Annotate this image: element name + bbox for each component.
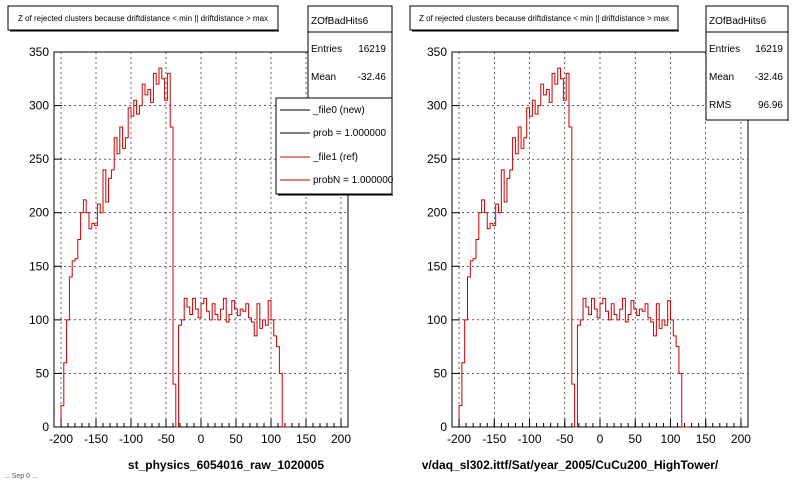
right-title-box <box>409 5 679 31</box>
x-tick-label: -100 <box>119 432 143 446</box>
left-stats-box <box>307 5 393 101</box>
y-tick-label: 200 <box>29 206 49 220</box>
legend-box <box>275 97 393 195</box>
y-tick-label: 50 <box>434 366 448 380</box>
right-stats-value: 96.96 <box>758 100 783 111</box>
left-title: Z of rejected clusters because driftdist… <box>18 14 268 23</box>
y-tick-label: 350 <box>29 45 49 59</box>
y-tick-label: 50 <box>36 366 50 380</box>
right-pad: 0 50 100 150 200 250 300 350 -200 -150 -100 -50 0 50… <box>409 5 789 472</box>
right-histogram-line <box>458 67 691 428</box>
x-tick-label: 100 <box>660 432 680 446</box>
x-tick-label: -200 <box>447 432 471 446</box>
x-tick-label: -150 <box>482 432 506 446</box>
y-tick-label: 250 <box>427 152 447 166</box>
x-tick-label: -100 <box>518 432 542 446</box>
left-stats-name: ZOfBadHits6 <box>311 16 369 27</box>
right-stats-value: -32.46 <box>755 72 784 83</box>
left-title-box <box>7 5 279 31</box>
legend-label: prob = 1.000000 <box>313 128 387 139</box>
right-stats-box <box>705 5 789 121</box>
right-stats-value: 16219 <box>755 44 783 55</box>
right-y-ticks: 0 50 100 150 200 250 300 350 <box>427 45 460 434</box>
x-tick-label: 200 <box>331 432 351 446</box>
left-stats-label: Entries <box>311 44 342 55</box>
right-gridlines <box>452 52 748 427</box>
left-x-ticks: -200 -150 -100 -50 0 50 100 150 200 <box>49 419 351 446</box>
left-y-ticks: 0 50 100 150 200 250 300 350 <box>29 45 62 434</box>
y-tick-label: 200 <box>427 206 447 220</box>
x-tick-label: 150 <box>696 432 716 446</box>
left-stats-label: Mean <box>311 72 336 83</box>
right-stats-label: RMS <box>709 100 732 111</box>
x-tick-label: -150 <box>84 432 108 446</box>
y-tick-label: 0 <box>42 420 49 434</box>
left-histogram-line <box>60 67 291 428</box>
legend-label: _file1 (ref) <box>312 152 358 163</box>
y-tick-label: 150 <box>427 259 447 273</box>
right-stats-label: Entries <box>709 44 740 55</box>
left-pad: 0 50 100 150 200 250 300 350 -200 -150 -100 -50 0 50… <box>7 5 394 472</box>
y-tick-label: 350 <box>427 45 447 59</box>
y-tick-label: 250 <box>29 152 49 166</box>
x-tick-label: 200 <box>731 432 751 446</box>
left-stats-value: 16219 <box>358 44 386 55</box>
right-x-axis-label: v/daq_sl302.ittf/Sat/year_2005/CuCu200_H… <box>422 458 719 472</box>
x-tick-label: -50 <box>556 432 574 446</box>
legend-label: _file0 (new) <box>312 105 365 116</box>
x-tick-label: 0 <box>198 432 205 446</box>
left-stats-value: -32.46 <box>358 72 387 83</box>
right-stats-name: ZOfBadHits6 <box>709 16 767 27</box>
y-tick-label: 0 <box>440 420 447 434</box>
y-tick-label: 300 <box>427 99 447 113</box>
right-x-ticks: -200 -150 -100 -50 0 50 100 150 200 <box>447 419 751 446</box>
x-tick-label: 50 <box>629 432 643 446</box>
x-tick-label: 50 <box>229 432 243 446</box>
footer-date: ... Sep 0 ... <box>4 473 38 480</box>
y-tick-label: 300 <box>29 99 49 113</box>
x-tick-label: -200 <box>49 432 73 446</box>
x-tick-label: 0 <box>597 432 604 446</box>
x-tick-label: 100 <box>261 432 281 446</box>
y-tick-label: 150 <box>29 259 49 273</box>
x-tick-label: -50 <box>157 432 175 446</box>
right-stats-label: Mean <box>709 72 734 83</box>
right-title: Z of rejected clusters because driftdist… <box>419 14 669 23</box>
x-tick-label: 150 <box>296 432 316 446</box>
y-tick-label: 100 <box>427 313 447 327</box>
left-x-axis-label: st_physics_6054016_raw_1020005 <box>128 458 324 472</box>
y-tick-label: 100 <box>29 313 49 327</box>
legend-label: probN = 1.000000 <box>313 175 394 186</box>
